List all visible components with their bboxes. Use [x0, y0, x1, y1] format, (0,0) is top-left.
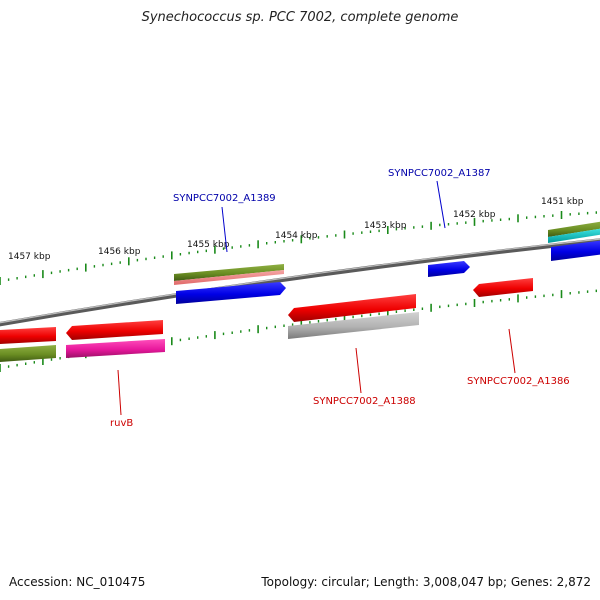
gene-ruvb-cds[interactable] — [66, 320, 163, 340]
gene-a1389-cds[interactable] — [176, 282, 286, 304]
gene-a1389-feature[interactable] — [174, 264, 284, 285]
scale-label-1455: 1455 kbp — [187, 240, 230, 250]
genome-summary-text: Topology: circular; Length: 3,008,047 bp… — [261, 575, 591, 589]
gene-a1386-leader — [508, 328, 516, 374]
gene-a1388-feature[interactable] — [288, 312, 419, 339]
accession-text: Accession: NC_010475 — [9, 575, 146, 589]
gene-a1388-label[interactable]: SYNPCC7002_A1388 — [313, 396, 416, 407]
gene-a1389-leader — [221, 206, 228, 253]
gene-a1388-cds[interactable] — [288, 294, 416, 322]
gene-a1386-label[interactable]: SYNPCC7002_A1386 — [467, 376, 570, 387]
gene-a1386-upstream-feature[interactable] — [548, 221, 600, 261]
gene-left-edge-cds[interactable] — [0, 327, 56, 344]
genome-backbone — [0, 238, 600, 327]
gene-a1389-label[interactable]: SYNPCC7002_A1389 — [173, 193, 276, 204]
genome-backbone-highlight — [0, 238, 600, 324]
ruvb-leader — [117, 369, 122, 416]
gene-a1387-label[interactable]: SYNPCC7002_A1387 — [388, 168, 491, 179]
gene-a1386-cds[interactable] — [473, 278, 533, 297]
gene-a1387-cds[interactable] — [428, 261, 470, 277]
gene-a1387-leader — [436, 180, 446, 229]
genome-title: Synechococcus sp. PCC 7002, complete gen… — [141, 10, 459, 25]
gene-left-edge-feature[interactable] — [0, 345, 56, 362]
ruvb-label[interactable]: ruvB — [110, 418, 133, 429]
scale-label-1453: 1453 kbp — [364, 221, 407, 231]
scale-label-1452: 1452 kbp — [453, 210, 496, 220]
scale-label-1451: 1451 kbp — [541, 197, 584, 207]
scale-label-1454: 1454 kbp — [275, 231, 318, 241]
gene-a1388-leader — [355, 347, 362, 394]
scale-label-1457: 1457 kbp — [8, 252, 51, 262]
upper-scale-ticks — [0, 211, 597, 285]
scale-label-1456: 1456 kbp — [98, 247, 141, 257]
gene-ruvb-feature[interactable] — [66, 339, 165, 358]
